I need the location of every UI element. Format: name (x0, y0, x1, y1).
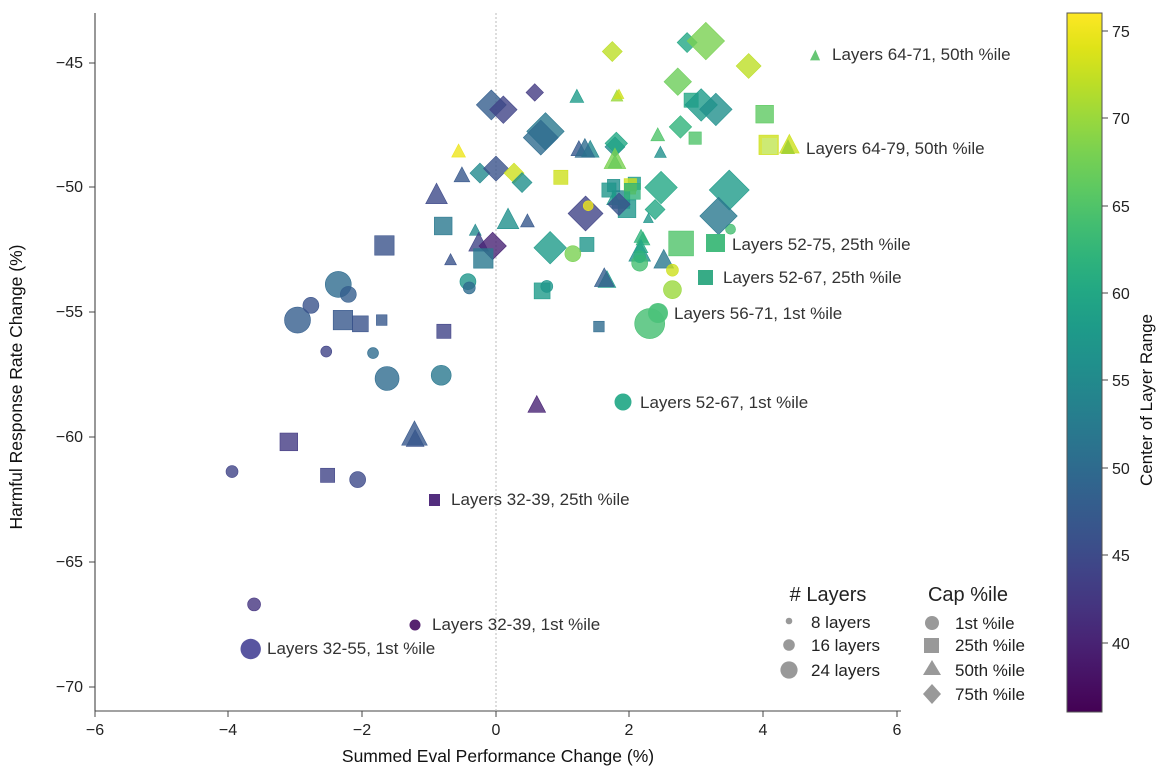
svg-text:40: 40 (1112, 636, 1130, 653)
svg-text:Layers 64-71, 50th %ile: Layers 64-71, 50th %ile (832, 45, 1011, 64)
svg-text:Summed Eval Performance Change: Summed Eval Performance Change (%) (342, 746, 654, 766)
svg-text:25th %ile: 25th %ile (955, 636, 1025, 655)
svg-text:50th %ile: 50th %ile (955, 661, 1025, 680)
svg-text:1st %ile: 1st %ile (955, 614, 1015, 633)
svg-text:Center of Layer Range: Center of Layer Range (1137, 314, 1156, 486)
svg-text:−70: −70 (56, 679, 83, 696)
svg-text:50: 50 (1112, 461, 1130, 478)
svg-text:Harmful Response Rate Change (: Harmful Response Rate Change (%) (6, 245, 26, 530)
svg-text:Layers 52-75, 25th %ile: Layers 52-75, 25th %ile (732, 235, 911, 254)
svg-text:−2: −2 (353, 722, 371, 739)
svg-text:6: 6 (893, 722, 902, 739)
svg-text:Layers 56-71, 1st %ile: Layers 56-71, 1st %ile (674, 304, 842, 323)
svg-text:Layers 32-39, 1st %ile: Layers 32-39, 1st %ile (432, 615, 600, 634)
svg-text:65: 65 (1112, 199, 1130, 216)
svg-text:55: 55 (1112, 373, 1130, 390)
svg-text:0: 0 (492, 722, 501, 739)
svg-text:Layers 52-67, 1st %ile: Layers 52-67, 1st %ile (640, 393, 808, 412)
svg-text:75th %ile: 75th %ile (955, 685, 1025, 704)
svg-text:Layers 64-79, 50th %ile: Layers 64-79, 50th %ile (806, 139, 985, 158)
svg-text:Layers 32-39, 25th %ile: Layers 32-39, 25th %ile (451, 490, 630, 509)
svg-text:−50: −50 (56, 179, 83, 196)
svg-text:−55: −55 (56, 304, 83, 321)
svg-text:45: 45 (1112, 548, 1130, 565)
svg-text:Layers 52-67, 25th %ile: Layers 52-67, 25th %ile (723, 268, 902, 287)
svg-text:60: 60 (1112, 286, 1130, 303)
svg-text:16 layers: 16 layers (811, 636, 880, 655)
svg-text:Layers 32-55, 1st %ile: Layers 32-55, 1st %ile (267, 639, 435, 658)
svg-text:4: 4 (759, 722, 768, 739)
svg-text:−6: −6 (86, 722, 104, 739)
svg-text:−65: −65 (56, 554, 83, 571)
svg-text:# Layers: # Layers (790, 584, 867, 606)
svg-text:2: 2 (625, 722, 634, 739)
svg-text:75: 75 (1112, 24, 1130, 41)
svg-text:70: 70 (1112, 111, 1130, 128)
svg-text:Cap %ile: Cap %ile (928, 584, 1008, 606)
svg-text:−60: −60 (56, 429, 83, 446)
svg-text:−45: −45 (56, 55, 83, 72)
svg-text:−4: −4 (219, 722, 237, 739)
svg-text:24 layers: 24 layers (811, 661, 880, 680)
svg-text:8 layers: 8 layers (811, 613, 871, 632)
